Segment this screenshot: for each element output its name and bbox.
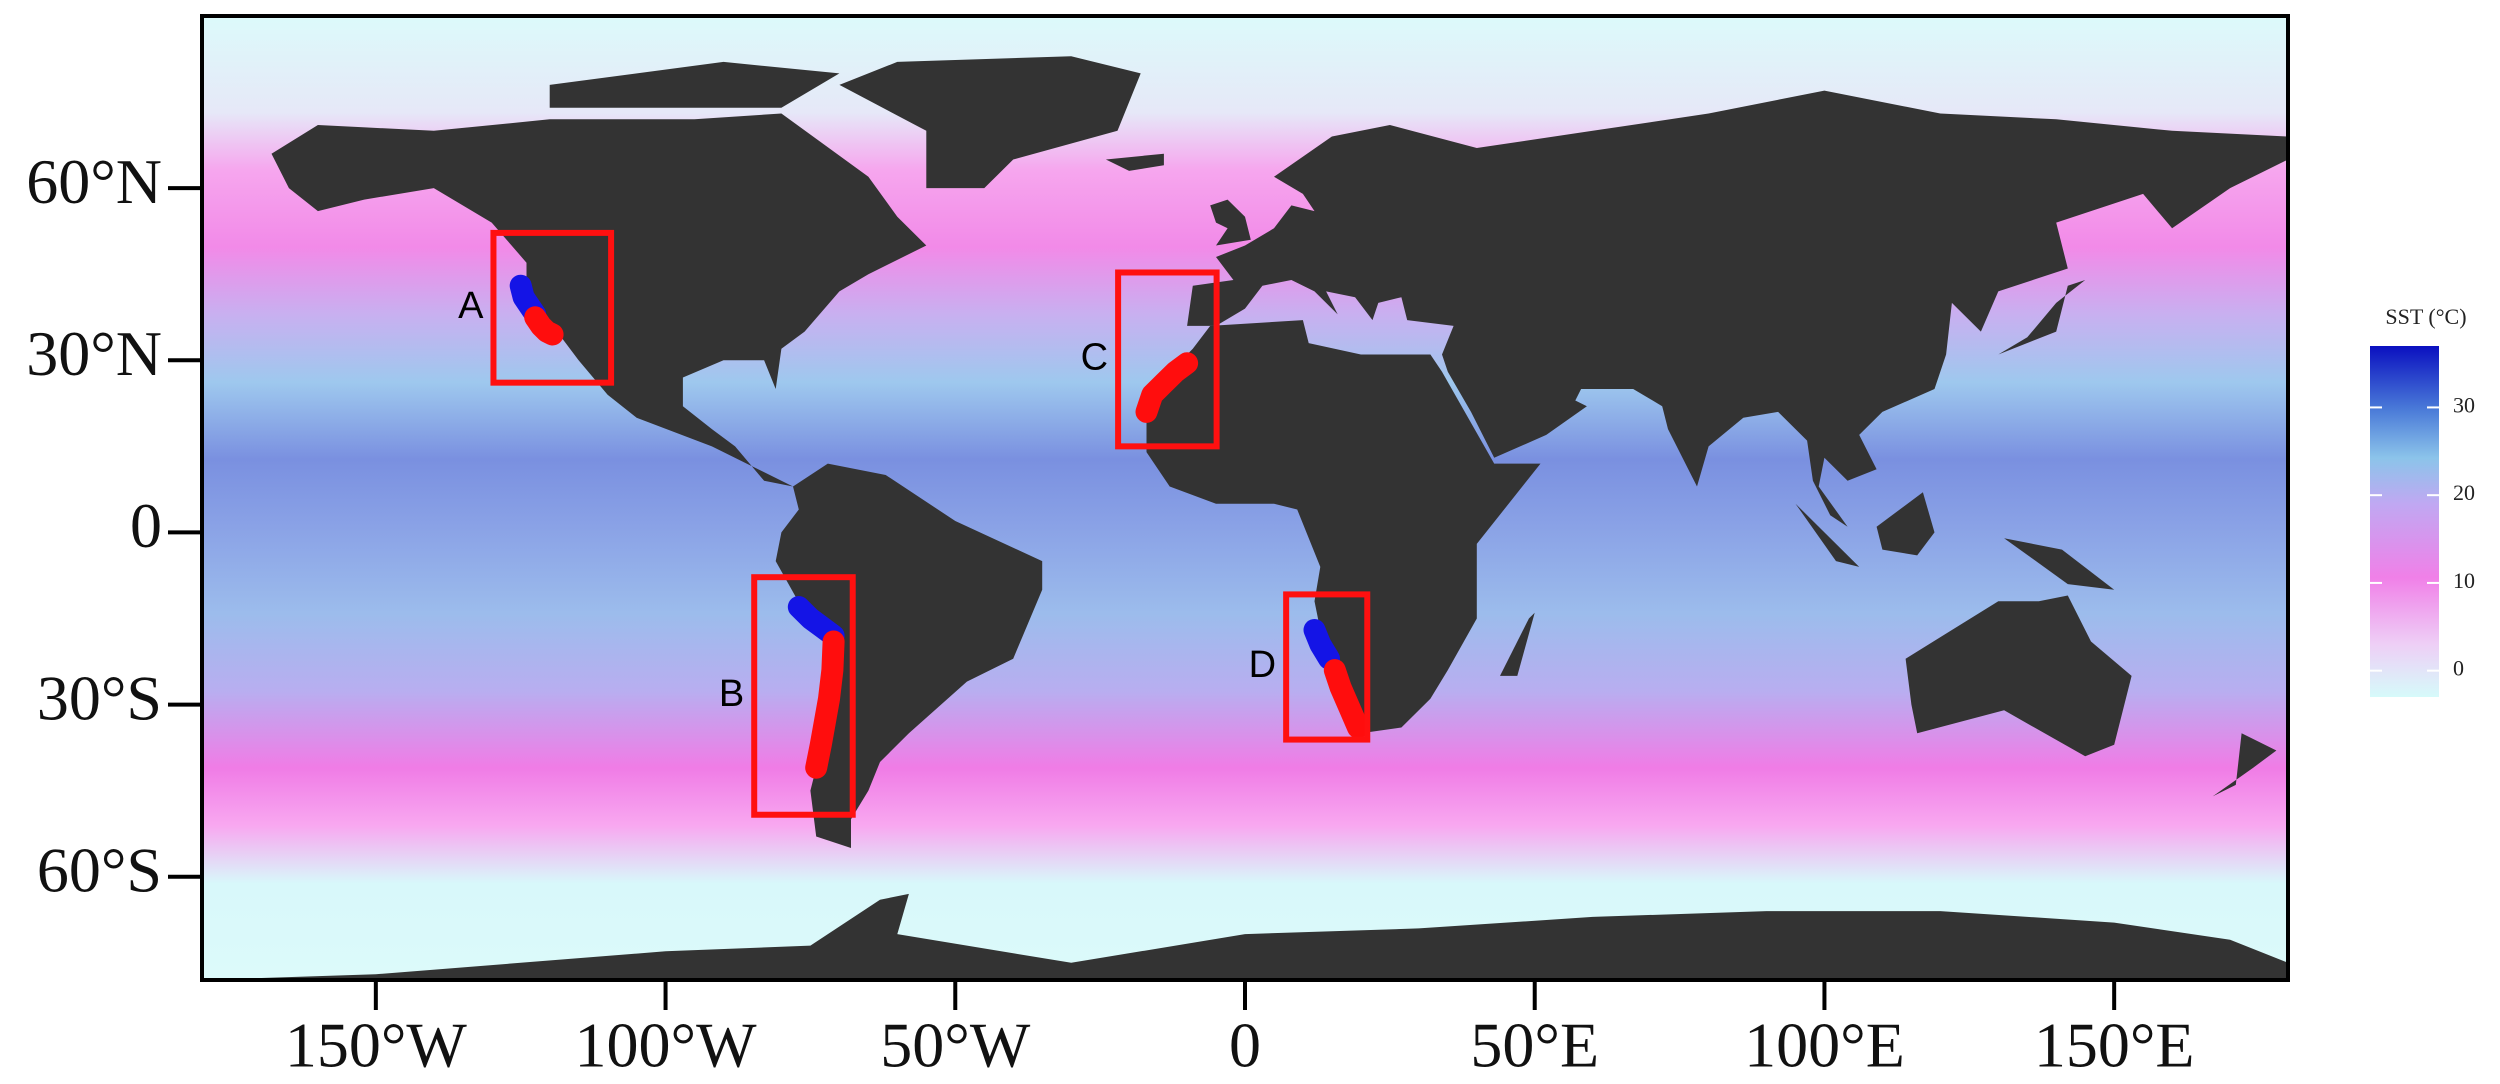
landmass xyxy=(271,113,927,487)
x-tick-label: 50°E xyxy=(1470,1010,1599,1081)
coastal-track xyxy=(524,306,564,346)
landmass xyxy=(775,463,1043,848)
landmass xyxy=(549,61,840,108)
colorbar xyxy=(2370,346,2439,697)
landmass xyxy=(2212,733,2277,797)
region-label: A xyxy=(458,285,484,327)
colorbar-tick-label: 30 xyxy=(2453,392,2475,417)
landmass xyxy=(202,893,2288,980)
landmass xyxy=(1146,320,1541,734)
region-label: C xyxy=(1081,336,1108,378)
region-box xyxy=(1283,591,1371,743)
y-tick-label: 60°S xyxy=(37,834,162,905)
coastal-track xyxy=(1323,659,1369,739)
landmass xyxy=(1795,503,1860,567)
land-layer xyxy=(202,56,2288,980)
landmass xyxy=(1998,280,2086,355)
y-tick-label: 30°S xyxy=(37,662,162,733)
region-box xyxy=(1115,269,1220,450)
x-tick-label: 150°W xyxy=(285,1010,468,1081)
landmass xyxy=(1500,612,1535,676)
region-label: D xyxy=(1249,644,1276,686)
landmass xyxy=(1876,492,1935,556)
colorbar-tick-label: 0 xyxy=(2453,656,2464,681)
x-tick-label: 100°W xyxy=(575,1010,758,1081)
x-tick-label: 150°E xyxy=(2034,1010,2195,1081)
y-tick-label: 60°N xyxy=(26,146,162,217)
y-tick-label: 0 xyxy=(130,490,162,561)
y-tick-label: 30°N xyxy=(26,318,162,389)
region-box xyxy=(751,574,856,818)
x-tick-label: 100°E xyxy=(1744,1010,1905,1081)
colorbar-tick-label: 10 xyxy=(2453,568,2475,593)
landmass xyxy=(839,56,1141,189)
landmass xyxy=(1210,199,1251,246)
coastal-track xyxy=(805,630,845,779)
x-tick-label: 0 xyxy=(1229,1010,1261,1081)
region-box xyxy=(490,229,615,386)
landmass xyxy=(1187,90,2288,527)
region-label: B xyxy=(719,673,744,715)
colorbar-title: SST (°C) xyxy=(2385,304,2466,329)
x-tick-label: 50°W xyxy=(880,1010,1031,1081)
landmass xyxy=(2004,538,2115,590)
coastal-track xyxy=(1135,352,1199,423)
landmass xyxy=(1905,595,2132,757)
colorbar-tick-label: 20 xyxy=(2453,480,2475,505)
landmass xyxy=(1105,153,1164,171)
coastal-track xyxy=(1303,619,1340,670)
coastal-track xyxy=(787,596,845,647)
overlay-layer: A B C D xyxy=(458,229,1371,818)
